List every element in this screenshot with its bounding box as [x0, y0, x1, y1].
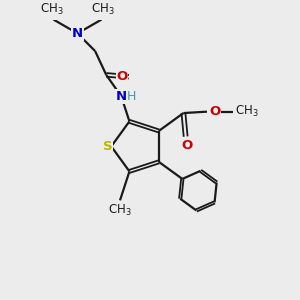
Text: S: S	[103, 140, 113, 153]
Text: O: O	[182, 139, 193, 152]
Text: O: O	[116, 70, 128, 83]
Text: CH$_3$: CH$_3$	[40, 2, 64, 17]
Text: CH$_3$: CH$_3$	[235, 104, 258, 119]
Text: O: O	[209, 105, 220, 118]
Text: CH$_3$: CH$_3$	[91, 2, 115, 17]
Text: CH$_3$: CH$_3$	[108, 202, 132, 218]
Text: H: H	[127, 90, 136, 103]
Text: N: N	[116, 90, 127, 103]
Text: N: N	[72, 27, 83, 40]
